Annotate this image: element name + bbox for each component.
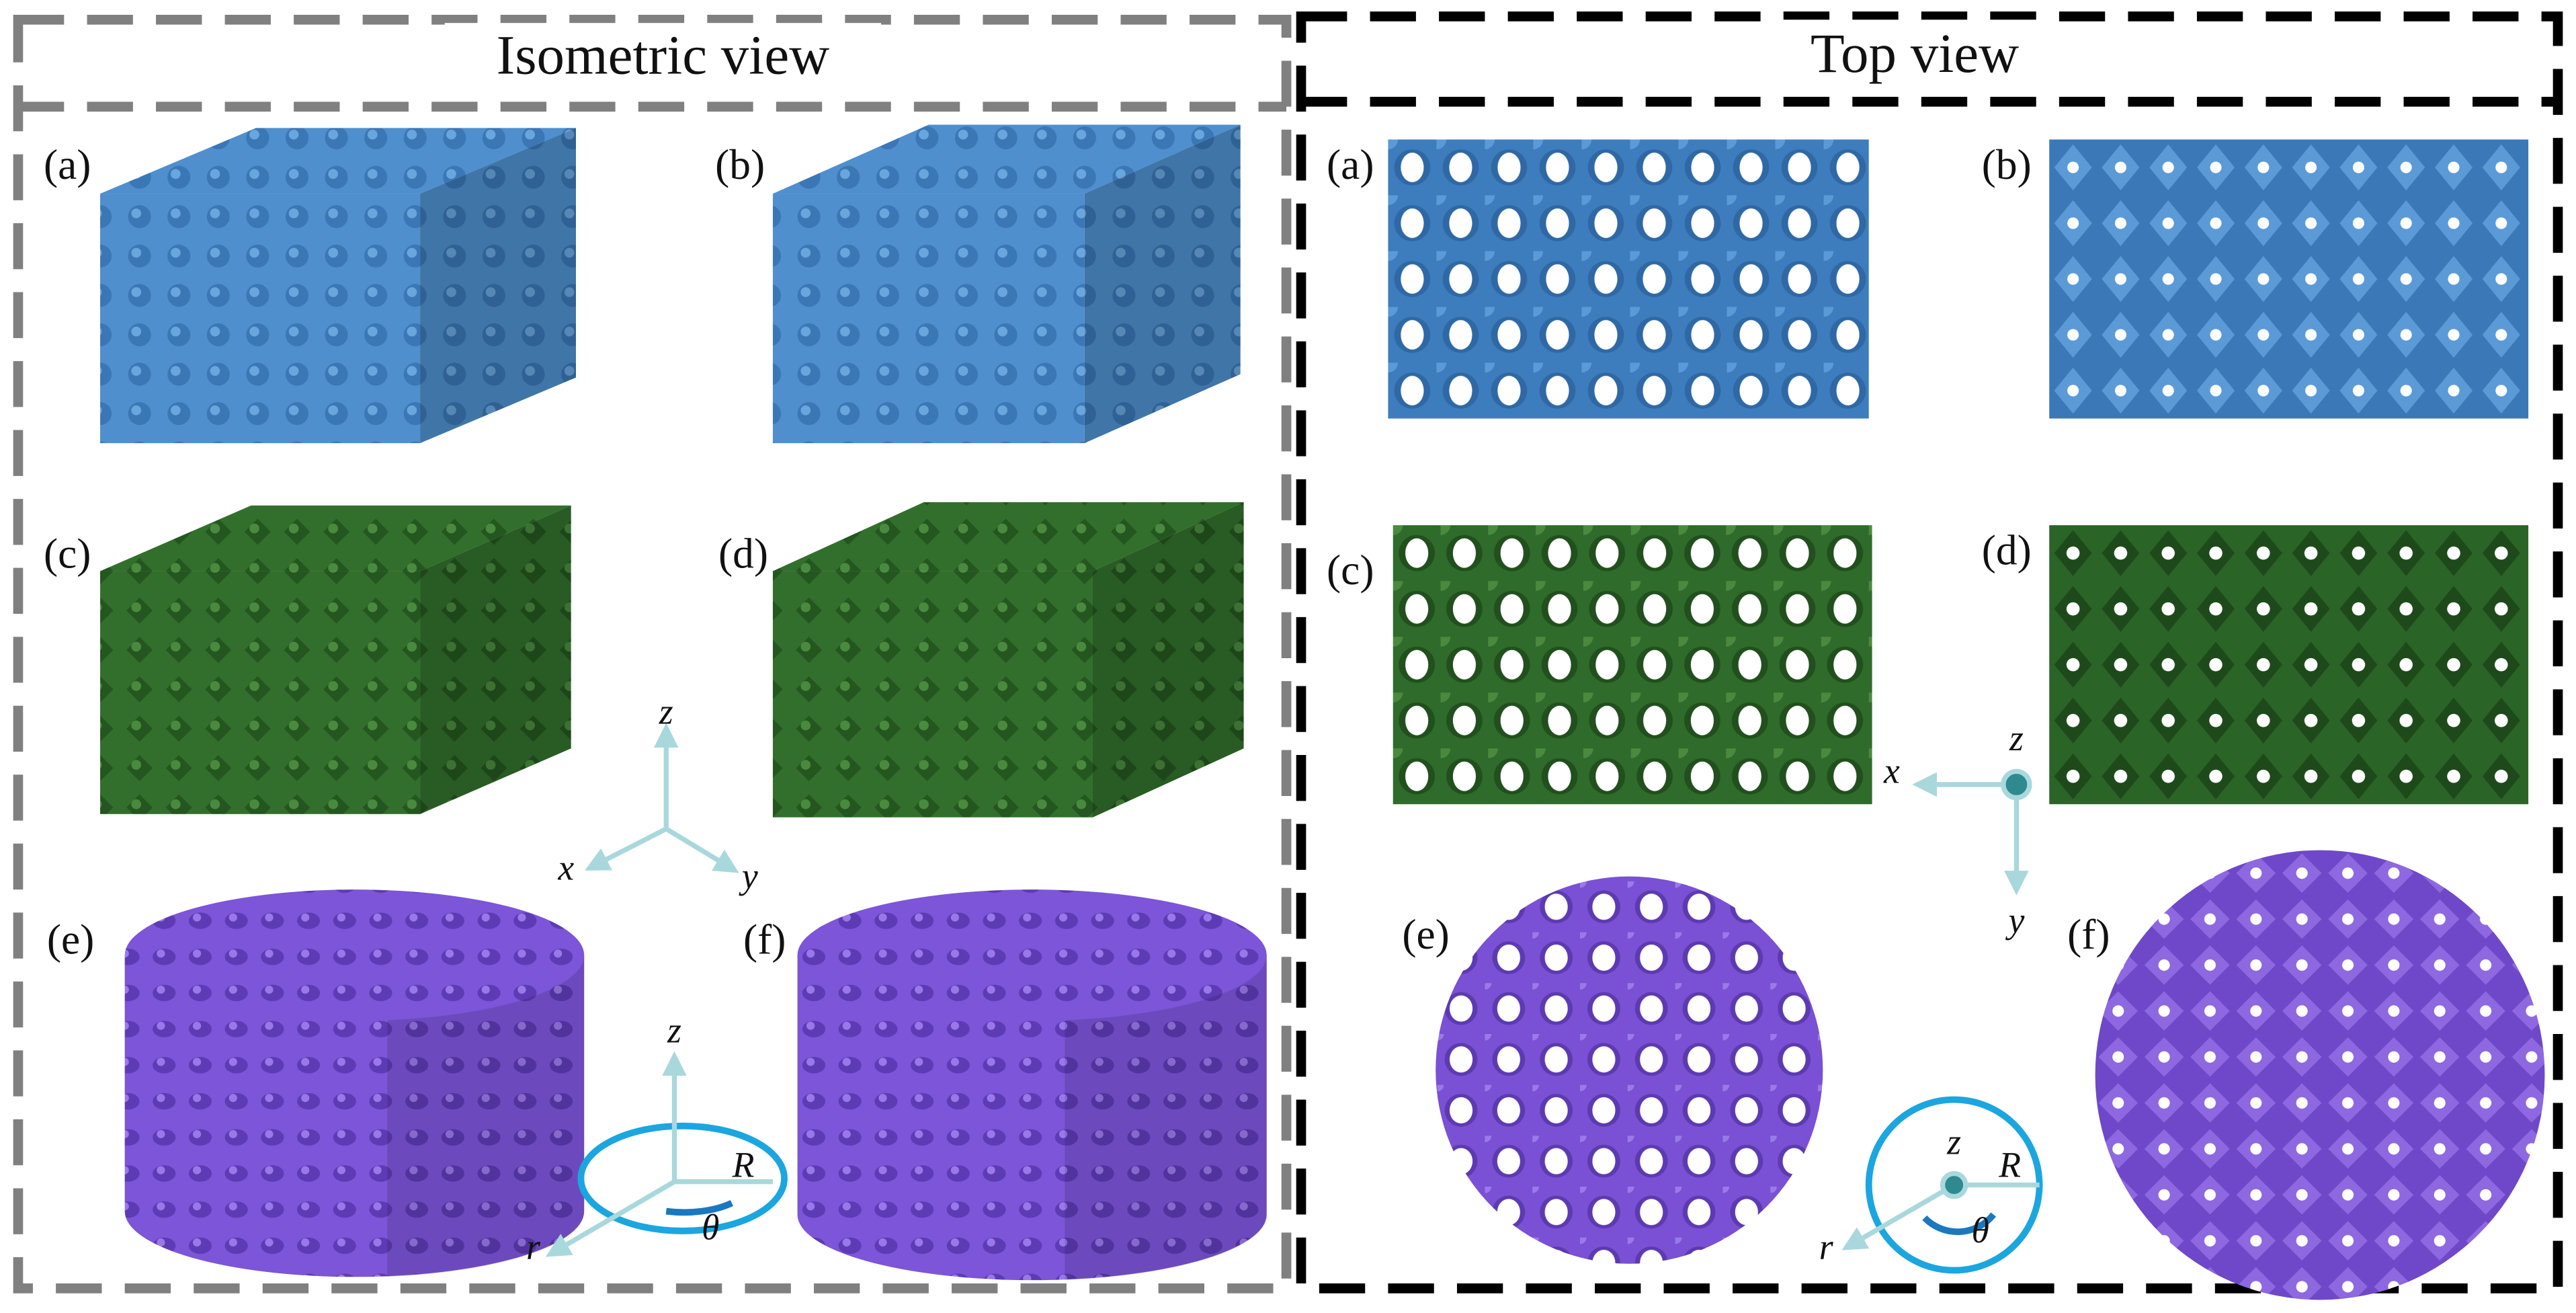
block-top bbox=[100, 128, 576, 194]
axis-arrow bbox=[545, 1179, 676, 1257]
block-side bbox=[420, 505, 571, 814]
top-view-block bbox=[2049, 139, 2529, 419]
panel-frame bbox=[13, 14, 1292, 1294]
axis-ring bbox=[577, 1122, 788, 1234]
block-side bbox=[1092, 502, 1244, 818]
subfigure-label: (c) bbox=[44, 530, 91, 578]
axis-label: y bbox=[2005, 900, 2024, 941]
subfigure-label: (f) bbox=[743, 915, 786, 963]
angle-arc bbox=[665, 1200, 734, 1216]
top-view-disc bbox=[1436, 876, 1823, 1264]
cylinder-body bbox=[124, 955, 585, 1277]
top-view-disc bbox=[2095, 850, 2545, 1300]
panel-title: Top view bbox=[1811, 22, 2019, 84]
subfigure-label: (c) bbox=[1327, 546, 1374, 594]
subfigure-label: (a) bbox=[44, 141, 91, 188]
axis-label: z bbox=[1946, 1121, 1961, 1162]
axis-label: z bbox=[2009, 718, 2024, 758]
top-view-block bbox=[1388, 139, 1869, 419]
axis-dot bbox=[1940, 1170, 1968, 1199]
axis-label: r bbox=[1819, 1227, 1834, 1267]
top-view-block bbox=[1393, 525, 1872, 805]
panel-frame bbox=[1296, 11, 2563, 1294]
axis-dot bbox=[2001, 768, 2032, 801]
renderings bbox=[100, 124, 2545, 1300]
subfigure-label: (a) bbox=[1327, 141, 1374, 188]
subfigure-label: (f) bbox=[2067, 910, 2110, 958]
cylinder-shade bbox=[387, 955, 585, 1277]
block-shade bbox=[1092, 502, 1244, 818]
cylinder-top bbox=[797, 889, 1267, 1021]
subfigure-label: (b) bbox=[1982, 141, 2032, 188]
cylinder-shade bbox=[1065, 955, 1267, 1281]
subfigure-labels: (a) (b) (c) (d) (e) (f) (a) (b) (c) (d) (e) (f) bbox=[44, 141, 2110, 963]
block-front bbox=[100, 571, 421, 814]
block-top bbox=[772, 502, 1244, 571]
axis-label: R bbox=[1998, 1144, 2021, 1185]
title-bg bbox=[1774, 19, 2053, 95]
subfigure-label: (b) bbox=[715, 141, 765, 188]
axes bbox=[545, 1051, 773, 1257]
subfigure-label: (d) bbox=[718, 530, 768, 578]
axis-label: r bbox=[526, 1227, 541, 1267]
axes bbox=[1912, 772, 2029, 896]
axis-label: x bbox=[557, 848, 574, 888]
panel-title: Isometric view bbox=[497, 24, 830, 85]
block-shade bbox=[420, 128, 576, 444]
axis-label: x bbox=[1883, 751, 1900, 791]
axes bbox=[584, 723, 739, 873]
block-side bbox=[420, 128, 576, 444]
cylinder-body bbox=[797, 955, 1267, 1281]
axis-arrow bbox=[584, 826, 667, 871]
axis-arrow bbox=[1841, 1183, 1956, 1250]
angle-arc bbox=[1922, 1212, 1997, 1236]
axis-label: θ bbox=[1972, 1210, 1989, 1250]
block-top bbox=[100, 505, 571, 571]
block-side bbox=[1084, 124, 1241, 444]
axes bbox=[1841, 1182, 2040, 1250]
block-front bbox=[100, 194, 421, 444]
axis-label: z bbox=[667, 1010, 681, 1050]
block-shade bbox=[1084, 124, 1241, 444]
axis-label: y bbox=[739, 856, 758, 896]
cylinder-top bbox=[124, 889, 585, 1021]
axis-label: R bbox=[732, 1144, 755, 1185]
block-shade bbox=[420, 505, 571, 814]
top-view-block bbox=[2049, 525, 2529, 805]
block-front bbox=[772, 571, 1093, 818]
block-front bbox=[772, 194, 1085, 444]
title-bg bbox=[444, 23, 882, 99]
subfigure-label: (e) bbox=[1402, 910, 1449, 958]
subfigure-label: (d) bbox=[1982, 526, 2032, 574]
axis-label: z bbox=[659, 692, 673, 732]
axis-arrow bbox=[665, 826, 739, 873]
subfigure-label: (e) bbox=[47, 915, 94, 963]
axis-label: θ bbox=[702, 1207, 719, 1247]
